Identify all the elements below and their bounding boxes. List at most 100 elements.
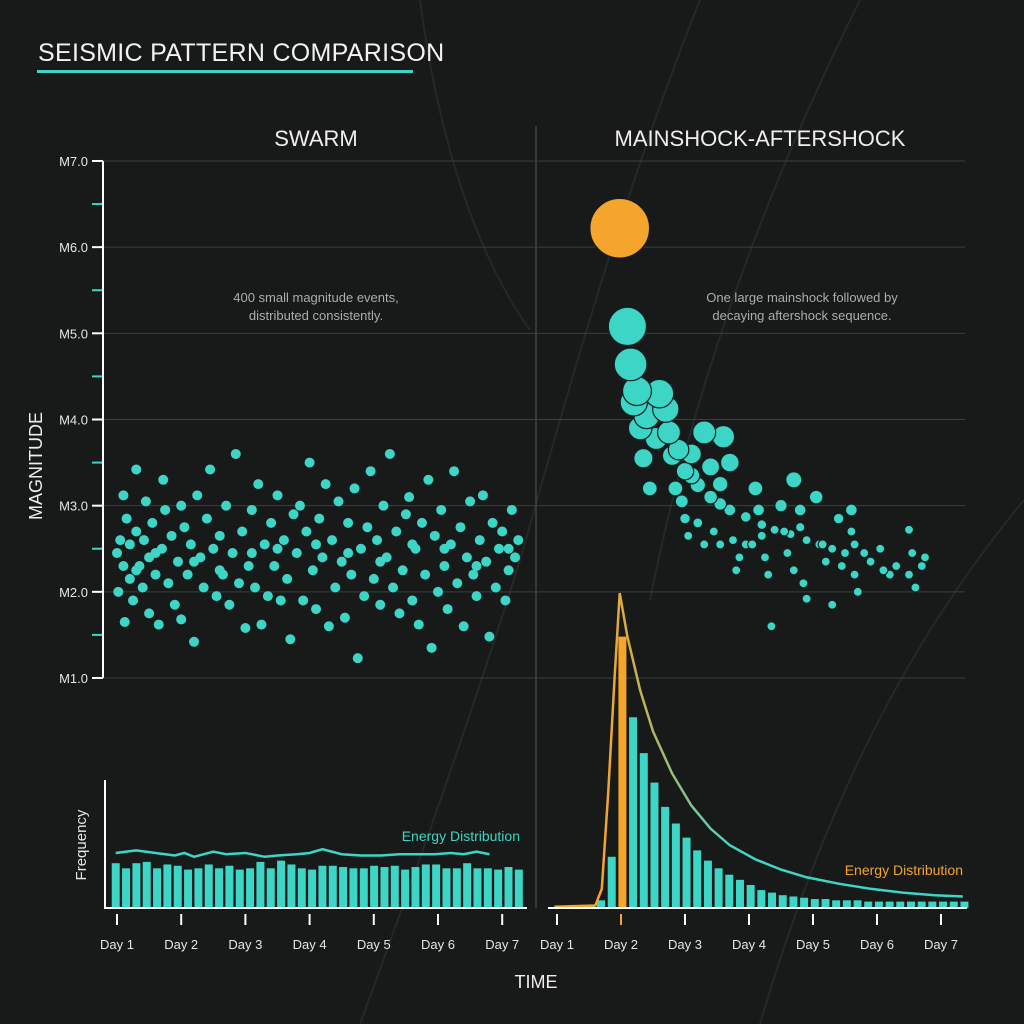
histogram-bar bbox=[142, 861, 151, 908]
swarm-point bbox=[513, 535, 524, 546]
swarm-point bbox=[343, 548, 354, 559]
aftershock-point bbox=[731, 565, 742, 576]
swarm-energy-legend: Energy Distribution bbox=[402, 828, 520, 844]
swarm-point bbox=[365, 466, 376, 477]
x-tick-label: Day 1 bbox=[100, 937, 134, 952]
histogram-bar bbox=[463, 863, 472, 908]
histogram-bar bbox=[370, 865, 379, 908]
title-underline bbox=[37, 70, 413, 73]
histogram-bar bbox=[483, 868, 492, 908]
histogram-bar bbox=[639, 753, 648, 908]
swarm-point bbox=[368, 573, 379, 584]
swarm-point bbox=[404, 492, 415, 503]
histogram-bar bbox=[215, 868, 224, 908]
aftershock-point bbox=[808, 489, 824, 505]
histogram-bar bbox=[842, 900, 851, 908]
aftershock-point bbox=[859, 547, 870, 559]
x-tick-label: Day 2 bbox=[164, 937, 198, 952]
swarm-point bbox=[461, 552, 472, 563]
aftershock-point bbox=[907, 547, 918, 559]
swarm-point bbox=[185, 539, 196, 550]
histogram-bar bbox=[661, 806, 670, 908]
aftershock-point bbox=[701, 457, 721, 477]
y-tick-label: M6.0 bbox=[59, 240, 88, 255]
swarm-point bbox=[176, 500, 187, 511]
x-tick-label: Day 4 bbox=[293, 937, 327, 952]
swarm-point bbox=[285, 634, 296, 645]
swarm-point bbox=[314, 513, 325, 524]
histogram-bar bbox=[800, 897, 809, 908]
swarm-point bbox=[243, 560, 254, 571]
swarm-point bbox=[307, 565, 318, 576]
swarm-point bbox=[131, 526, 142, 537]
swarm-point bbox=[493, 543, 504, 554]
histogram-bar bbox=[514, 869, 523, 908]
histogram-bar bbox=[163, 864, 172, 908]
swarm-point bbox=[500, 595, 511, 606]
swarm-point bbox=[275, 595, 286, 606]
swarm-point bbox=[455, 522, 466, 533]
swarm-point bbox=[131, 464, 142, 475]
swarm-point bbox=[477, 490, 488, 501]
swarm-point bbox=[118, 490, 129, 501]
swarm-point bbox=[391, 526, 402, 537]
aftershock-point bbox=[679, 512, 691, 525]
aftershock-point bbox=[613, 347, 648, 382]
aftershock-point bbox=[633, 448, 654, 469]
swarm-point bbox=[272, 490, 283, 501]
swarm-point bbox=[246, 504, 257, 515]
swarm-point bbox=[304, 457, 315, 468]
aftershock-point bbox=[763, 569, 774, 580]
swarm-histogram bbox=[111, 847, 523, 908]
aftershock-point bbox=[798, 578, 809, 589]
histogram-bar bbox=[318, 865, 327, 908]
y-tick-label: M5.0 bbox=[59, 326, 88, 341]
aftershock-point bbox=[782, 547, 793, 559]
swarm-point bbox=[131, 565, 142, 576]
aftershock-point bbox=[727, 535, 739, 546]
histogram-bar bbox=[917, 901, 926, 908]
swarm-point bbox=[323, 621, 334, 632]
histogram-bar bbox=[390, 865, 399, 908]
histogram-bar bbox=[111, 863, 120, 908]
swarm-point bbox=[349, 483, 360, 494]
aftershock-point bbox=[766, 621, 777, 632]
swarm-point bbox=[433, 586, 443, 597]
histogram-bar bbox=[768, 892, 777, 908]
aftershock-point bbox=[849, 539, 860, 550]
swarm-point bbox=[115, 535, 126, 546]
swarm-point bbox=[426, 642, 437, 653]
aftershock-point bbox=[747, 539, 758, 550]
swarm-point bbox=[490, 582, 501, 593]
aftershock-point bbox=[667, 480, 684, 497]
histogram-bar bbox=[339, 867, 348, 908]
swarm-point bbox=[375, 556, 386, 567]
aftershock-point bbox=[891, 560, 902, 572]
mainshock-note-line2: decaying aftershock sequence. bbox=[712, 308, 891, 323]
swarm-point bbox=[372, 535, 383, 546]
aftershock-point bbox=[785, 471, 803, 489]
swarm-point bbox=[298, 595, 309, 606]
histogram-bar bbox=[225, 865, 234, 908]
histogram-bar bbox=[308, 869, 317, 908]
aftershock-point bbox=[846, 526, 857, 537]
aftershock-point bbox=[903, 569, 915, 580]
swarm-point bbox=[153, 619, 164, 630]
aftershock-point bbox=[719, 452, 740, 473]
mainshock-energy-line bbox=[555, 592, 963, 908]
swarm-point bbox=[198, 582, 209, 593]
swarm-point bbox=[320, 479, 331, 490]
gridlines bbox=[103, 160, 965, 679]
swarm-point bbox=[169, 599, 180, 610]
swarm-point bbox=[346, 569, 357, 580]
histogram-bar bbox=[832, 900, 841, 908]
swarm-note-line1: 400 small magnitude events, bbox=[233, 290, 398, 305]
histogram-bar bbox=[671, 823, 680, 908]
frequency-label: Frequency bbox=[73, 809, 90, 880]
x-tick-label: Day 5 bbox=[796, 937, 830, 952]
histogram-bar bbox=[235, 869, 244, 908]
histogram-bar bbox=[184, 869, 193, 908]
histogram-bar bbox=[442, 868, 451, 908]
histogram-bar bbox=[287, 864, 296, 908]
y-axis-ticks: M7.0 M6.0 M5.0 M4.0 M3.0 M2.0 M1.0 bbox=[59, 154, 103, 686]
